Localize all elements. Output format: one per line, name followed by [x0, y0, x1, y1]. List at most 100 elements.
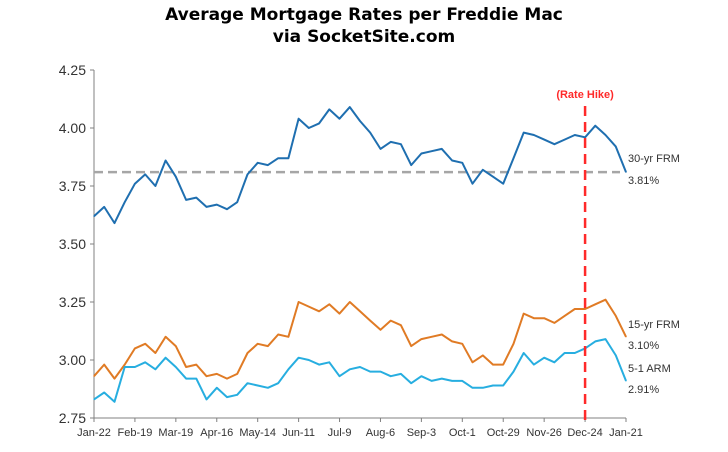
data-point [134, 183, 136, 185]
data-point [512, 371, 515, 373]
data-point [441, 333, 443, 336]
data-point [338, 375, 341, 377]
y-tick-label: 3.00 [59, 352, 86, 368]
data-point [277, 333, 279, 336]
data-point [543, 357, 545, 359]
y-tick-label: 3.75 [59, 178, 86, 194]
data-point [615, 315, 617, 317]
data-point [175, 366, 177, 368]
data-point [298, 301, 300, 303]
data-point [318, 122, 320, 124]
data-point [257, 384, 259, 387]
data-point [482, 354, 484, 356]
x-tick-label: Nov-26 [526, 427, 561, 439]
data-point [93, 215, 95, 217]
data-point [267, 387, 269, 389]
data-point [461, 380, 463, 382]
data-point [165, 357, 167, 359]
chart-title-block: Average Mortgage Rates per Freddie Mac v… [0, 4, 728, 48]
data-point [359, 120, 361, 122]
series-line-0 [93, 106, 627, 225]
data-point [471, 361, 474, 363]
data-point [451, 380, 453, 382]
data-point [287, 368, 289, 370]
data-point [584, 136, 586, 138]
data-point [400, 324, 402, 326]
data-point [175, 345, 177, 347]
x-tick-label: Jan-22 [77, 427, 111, 439]
x-tick-label: Feb-19 [117, 427, 152, 439]
data-point [379, 371, 382, 373]
data-point [410, 345, 412, 347]
data-point [195, 364, 197, 366]
data-point [564, 139, 566, 141]
data-point [298, 357, 300, 359]
data-point [512, 343, 515, 345]
data-point [471, 387, 474, 389]
data-point [492, 384, 494, 387]
x-tick-label: Sep-3 [407, 427, 436, 439]
data-point [420, 338, 422, 340]
data-point [113, 222, 116, 224]
data-point [113, 401, 116, 403]
data-point [277, 157, 279, 159]
data-point [471, 183, 474, 185]
data-point [564, 352, 566, 354]
data-point [154, 352, 156, 354]
data-point [175, 176, 177, 178]
data-point [584, 308, 586, 310]
data-point [308, 359, 310, 361]
x-tick-label: Jun-11 [282, 427, 315, 439]
data-point [451, 340, 453, 342]
data-point [236, 373, 238, 375]
x-tick-label: Jan-21 [609, 427, 643, 439]
y-tick-label: 4.25 [59, 62, 86, 78]
data-point [431, 380, 433, 382]
x-tick-label: Apr-16 [200, 427, 233, 439]
data-point [359, 366, 361, 368]
data-point [113, 378, 116, 380]
data-point [553, 361, 556, 363]
data-point [390, 320, 392, 322]
data-point [533, 364, 535, 366]
data-point [246, 382, 249, 384]
data-point [441, 378, 443, 380]
data-point [124, 201, 126, 203]
data-point [523, 132, 525, 134]
data-point [369, 320, 371, 322]
chart-title: Average Mortgage Rates per Freddie Mac [165, 5, 563, 25]
data-point [308, 306, 310, 308]
data-point [93, 398, 95, 400]
data-point [523, 313, 525, 315]
data-point [533, 134, 535, 136]
data-point [615, 146, 617, 148]
data-point [543, 317, 545, 319]
data-point [553, 143, 556, 145]
data-point [482, 387, 484, 389]
data-point [420, 152, 422, 155]
data-point [154, 368, 156, 370]
data-point [185, 366, 187, 368]
data-point [134, 347, 136, 349]
data-point [205, 375, 208, 377]
data-point [451, 159, 453, 162]
data-point [523, 352, 525, 354]
series-line-2 [93, 338, 627, 403]
data-point [246, 173, 249, 175]
x-tick-label: Oct-29 [487, 427, 520, 439]
data-point [134, 366, 136, 368]
x-tick-label: Dec-24 [567, 427, 602, 439]
series-name-label: 15-yr FRM [628, 319, 680, 331]
data-point [165, 159, 167, 162]
data-point [338, 118, 341, 120]
data-point [400, 143, 402, 145]
data-point [124, 364, 126, 366]
data-point [512, 157, 515, 159]
data-point [165, 336, 167, 338]
y-tick-label: 3.50 [59, 236, 86, 252]
data-point [410, 164, 412, 166]
data-point [185, 378, 187, 380]
data-point [431, 336, 433, 338]
data-point [195, 378, 197, 380]
x-tick-label: Jul-9 [328, 427, 352, 439]
